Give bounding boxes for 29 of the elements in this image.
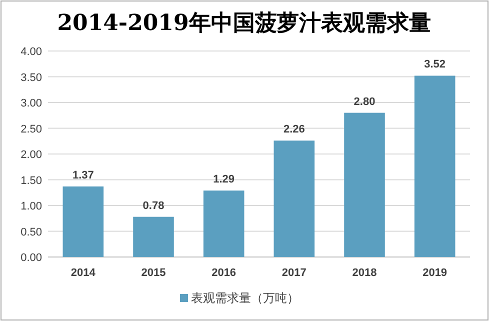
- legend-label: 表观需求量（万吨）: [191, 291, 299, 305]
- bar: [414, 76, 456, 257]
- x-tick-label: 2017: [282, 267, 306, 279]
- text: 1.29: [213, 174, 235, 186]
- bar: [62, 186, 104, 257]
- y-tick-label: 0.50: [20, 226, 42, 238]
- x-tick-label: 2019: [422, 267, 448, 279]
- text: 3.52: [424, 58, 446, 71]
- x-tick-label: 2018: [352, 267, 377, 279]
- text: 2.80: [354, 96, 376, 108]
- text: 1.37: [72, 169, 94, 182]
- x-tick-label: 2016: [212, 267, 236, 279]
- x-tick-label: 2015: [141, 267, 166, 279]
- y-tick-label: 3.50: [20, 72, 42, 84]
- bar: [133, 216, 174, 257]
- y-tick-label: 1.50: [20, 174, 42, 187]
- chart-title: 2014-2019年中国菠萝汁表观需求量: [57, 10, 431, 36]
- y-tick-label: 3.00: [20, 98, 42, 110]
- y-tick-label: 1.00: [20, 200, 42, 212]
- y-tick-label: 2.50: [20, 123, 42, 136]
- y-tick-label: 2.00: [20, 149, 42, 161]
- text: 0.78: [142, 200, 164, 212]
- bar: [203, 190, 244, 257]
- y-tick-label: 4.00: [20, 46, 42, 58]
- bar: [274, 140, 315, 257]
- y-tick-label: 0.00: [20, 252, 42, 264]
- bar: [344, 112, 385, 257]
- x-tick-label: 2014: [70, 267, 96, 279]
- text: 2.26: [283, 124, 305, 136]
